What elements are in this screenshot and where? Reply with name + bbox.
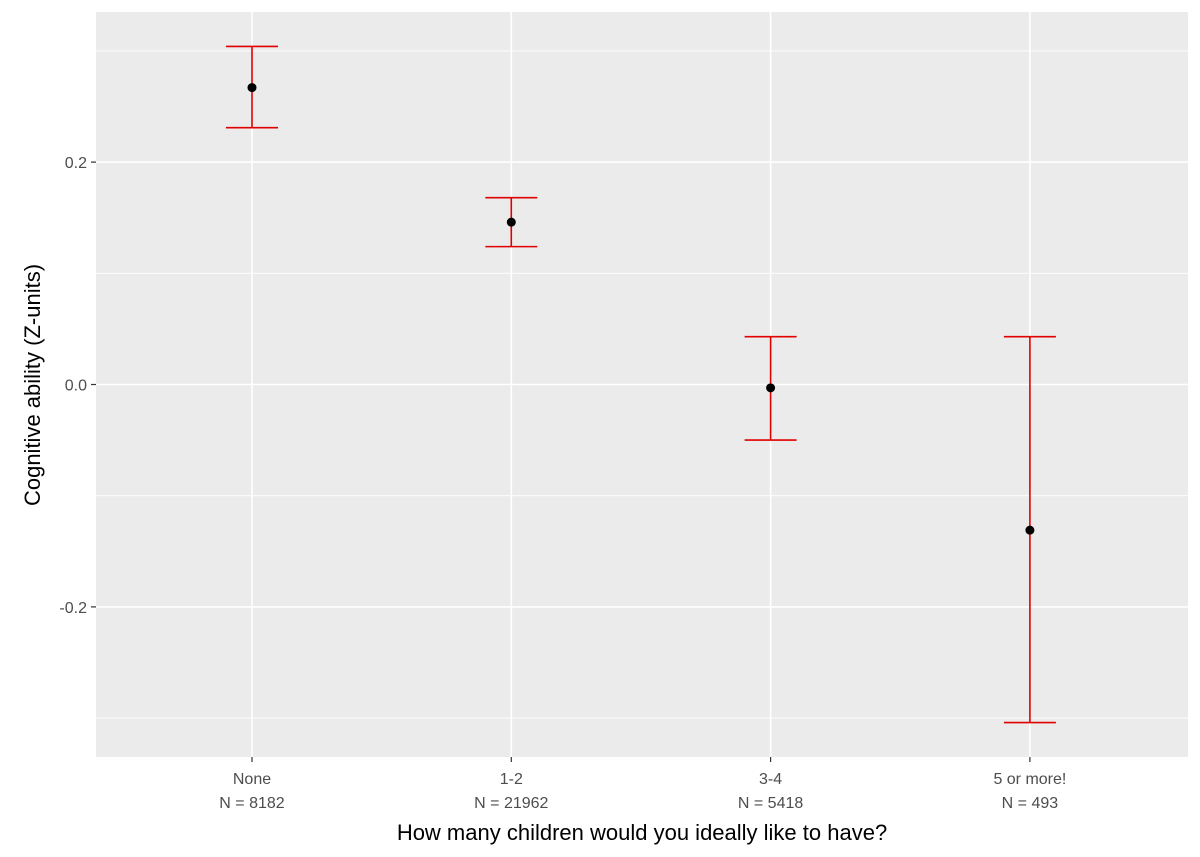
y-tick-label: -0.2: [59, 600, 87, 617]
data-point: [506, 217, 516, 227]
x-tick-label: 3-4: [759, 771, 782, 788]
x-tick-label: 5 or more!: [993, 771, 1066, 788]
x-tick-count-label: N = 8182: [219, 795, 284, 812]
y-axis-title: Cognitive ability (Z-units): [20, 264, 45, 506]
y-axis: -0.2 0.0 0.2: [59, 155, 96, 617]
x-tick-label: 1-2: [500, 771, 523, 788]
x-tick-label: None: [233, 771, 271, 788]
y-tick-label: 0.2: [65, 155, 87, 172]
x-axis-title: How many children would you ideally like…: [397, 820, 887, 845]
x-axis: None N = 8182 1-2 N = 21962 3-4 N = 5418 5 or …: [219, 757, 1066, 812]
x-tick-count-label: N = 5418: [738, 795, 803, 812]
x-tick-count-label: N = 21962: [474, 795, 548, 812]
x-tick-count-label: N = 493: [1002, 795, 1059, 812]
data-point: [247, 83, 257, 93]
minor-gridlines: [96, 50, 1188, 719]
y-tick-label: 0.0: [65, 378, 87, 395]
data-point: [1025, 525, 1035, 535]
data-point: [766, 383, 776, 393]
points: [247, 83, 1035, 535]
